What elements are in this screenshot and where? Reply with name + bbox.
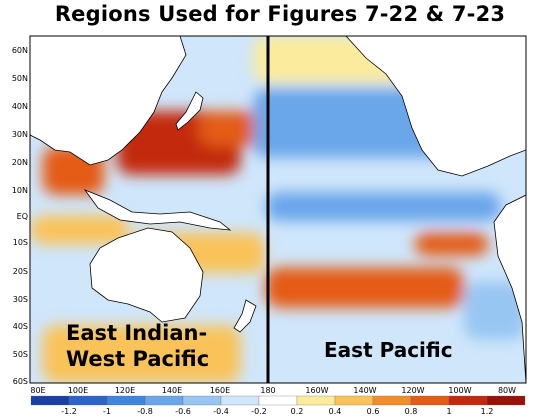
lat-label: 20N <box>12 158 28 167</box>
anomaly-patch <box>464 281 526 340</box>
colorbar-swatch <box>448 395 488 406</box>
new-zealand-landmass <box>233 299 257 333</box>
lat-label: 40N <box>12 102 28 111</box>
japan-landmass <box>175 91 204 131</box>
colorbar-swatch <box>106 395 146 406</box>
colorbar-label: -1.2 <box>61 407 77 416</box>
asia-landmass <box>30 36 187 166</box>
colorbar-label: 0.2 <box>291 407 304 416</box>
colorbar-label: -0.4 <box>213 407 229 416</box>
plot-area <box>30 36 526 383</box>
colorbar-label: -1 <box>103 407 111 416</box>
lon-label: 160W <box>305 386 328 395</box>
lat-label: EQ <box>17 212 28 221</box>
colorbar-swatch <box>182 395 222 406</box>
anomaly-patch <box>414 232 489 256</box>
colorbar-swatch <box>144 395 184 406</box>
colorbar-label: 0.4 <box>329 407 342 416</box>
south-america-landmass <box>493 194 526 383</box>
lat-label: 30N <box>12 130 28 139</box>
colorbar-swatch <box>486 395 526 406</box>
colorbar-label: -0.2 <box>251 407 267 416</box>
colorbar-label: 1 <box>446 407 451 416</box>
colorbar-label: 0.6 <box>367 407 380 416</box>
colorbar-swatch <box>220 395 260 406</box>
lon-label: 100W <box>448 386 471 395</box>
colorbar-labels: -1.2 -1 -0.8 -0.6 -0.4 -0.2 0.2 0.4 0.6 … <box>61 407 493 416</box>
colorbar-swatch <box>68 395 108 406</box>
lon-label: 80E <box>30 386 45 395</box>
colorbar-swatch <box>410 395 450 406</box>
region-label-east-pacific: East Pacific <box>324 338 453 362</box>
lat-label: 10S <box>13 238 28 247</box>
lon-label: 80W <box>498 386 516 395</box>
colorbar-label: 0.8 <box>405 407 418 416</box>
colorbar-label: -0.6 <box>175 407 191 416</box>
lat-label: 30S <box>13 295 28 304</box>
colorbar-swatch <box>372 395 412 406</box>
lat-label: 40S <box>13 322 28 331</box>
anomaly-patch <box>265 267 464 308</box>
colorbar-label: 1.2 <box>481 407 494 416</box>
lon-label: 140E <box>162 386 182 395</box>
north-america-landmass <box>345 36 526 177</box>
colorbar-swatch <box>334 395 374 406</box>
anomaly-patch <box>30 215 130 245</box>
lon-label: 100E <box>68 386 88 395</box>
colorbar-swatch <box>30 395 70 406</box>
lon-label: 120E <box>115 386 135 395</box>
plot-frame <box>29 35 527 384</box>
colorbar-swatch <box>258 395 298 406</box>
anomaly-patch <box>42 325 241 383</box>
continents <box>30 36 526 383</box>
lon-label: 180 <box>260 386 275 395</box>
region-label-east-indian-west-pacific-line2: West Pacific <box>66 347 209 371</box>
australia-landmass <box>89 227 204 323</box>
lon-label: 160E <box>210 386 230 395</box>
lat-label: 60N <box>12 46 28 55</box>
maritime-continent <box>83 189 232 231</box>
colorbar <box>30 395 526 406</box>
lon-label: 120W <box>401 386 424 395</box>
map-title: Regions Used for Figures 7-22 & 7-23 <box>54 2 506 26</box>
lat-label: 50N <box>12 74 28 83</box>
lat-label: 20S <box>13 267 28 276</box>
lat-label: 60S <box>13 377 28 386</box>
lat-label: 10N <box>12 186 28 195</box>
latitude-labels: 60N 50N 40N 30N 20N 10N EQ 10S 20S 30S 4… <box>12 46 28 386</box>
longitude-labels: 80E 100E 120E 140E 160E 180 160W 140W 12… <box>30 386 516 395</box>
lon-label: 140W <box>353 386 376 395</box>
anomaly-patch <box>265 192 502 222</box>
colorbar-swatch <box>296 395 336 406</box>
lat-label: 50S <box>13 350 28 359</box>
region-label-east-indian-west-pacific-line1: East Indian- <box>66 321 207 345</box>
colorbar-label: -0.8 <box>137 407 153 416</box>
